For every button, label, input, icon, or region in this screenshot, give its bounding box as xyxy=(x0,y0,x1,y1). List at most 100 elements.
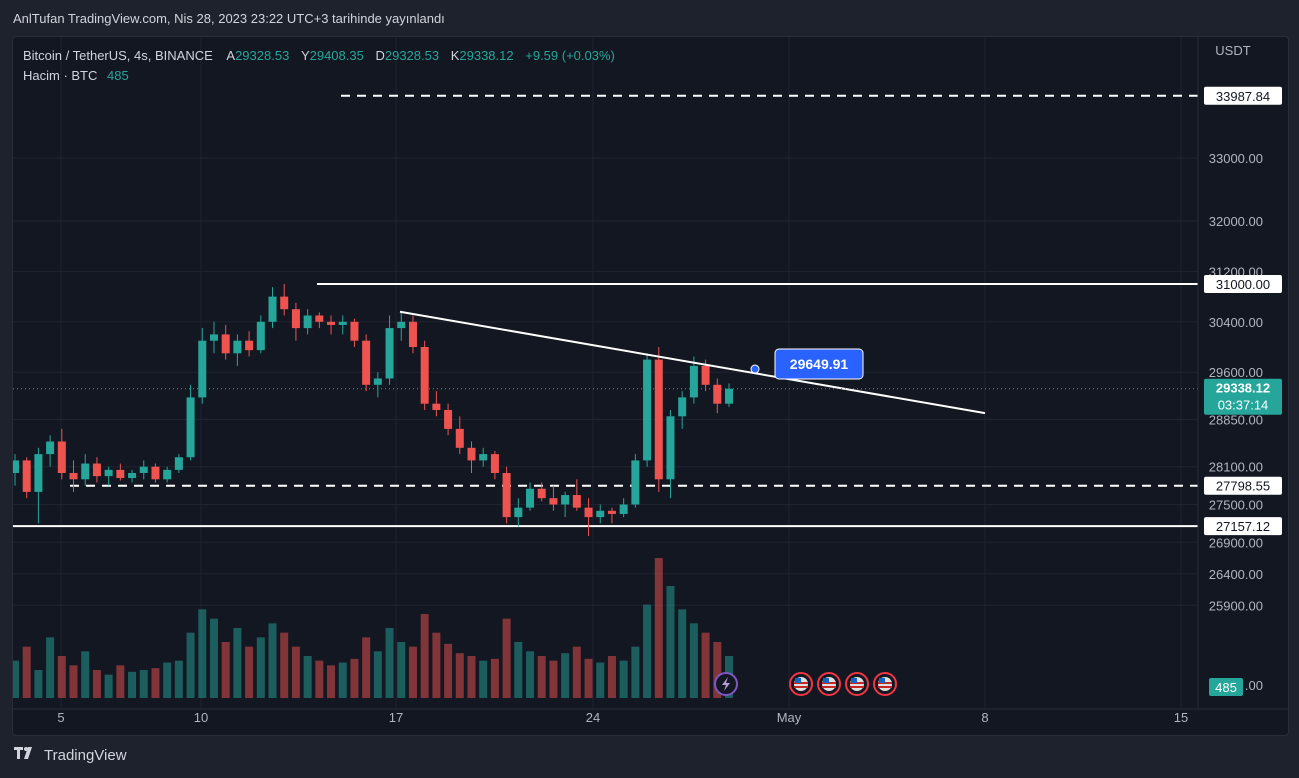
level-badge-text: 27798.55 xyxy=(1216,479,1270,494)
countdown-text: 03:37:14 xyxy=(1218,398,1269,413)
candle-body xyxy=(221,334,230,354)
volume-bar xyxy=(584,658,593,698)
level-badge-box xyxy=(1204,517,1282,536)
volume-bar xyxy=(397,642,406,698)
candle-body xyxy=(303,315,312,329)
candle-body xyxy=(619,504,628,514)
y-tick-label: 25900.00 xyxy=(1209,598,1263,613)
y-tick-label: 26900.00 xyxy=(1209,535,1263,550)
event-icon-canton xyxy=(823,678,829,683)
y-tick-label: 32000.00 xyxy=(1209,214,1263,229)
candle-body xyxy=(116,469,125,479)
volume-bar xyxy=(34,670,43,698)
volume-bar xyxy=(596,662,605,698)
volume-bar xyxy=(654,558,663,698)
legend-change: +9.59 (+0.03%) xyxy=(525,48,615,63)
candle-body xyxy=(666,416,675,480)
candle-body xyxy=(327,321,336,325)
volume-bar xyxy=(619,660,628,698)
candle-body xyxy=(104,469,113,477)
candle-body xyxy=(350,321,359,341)
candle-body xyxy=(163,469,172,480)
candle-body xyxy=(490,454,499,473)
candle-body xyxy=(397,321,406,329)
event-icon-canton xyxy=(851,678,857,683)
candle-body xyxy=(643,359,652,461)
volume-bar xyxy=(607,656,616,698)
candle-body xyxy=(57,441,66,473)
legend-high-label: Y xyxy=(300,48,310,63)
volume-bar xyxy=(713,642,722,698)
candle-body xyxy=(151,466,160,480)
legend-close-label: K xyxy=(450,48,460,63)
candle-body xyxy=(502,473,511,518)
legend-symbol[interactable]: Bitcoin / TetherUS, 4s, BINANCE xyxy=(23,48,213,63)
volume-bar xyxy=(69,665,78,698)
volume-bar xyxy=(444,643,453,698)
volume-bar xyxy=(701,632,710,698)
candle-body xyxy=(526,488,535,508)
volume-bar xyxy=(479,660,488,698)
candle-body xyxy=(245,340,254,351)
event-icon-glyph xyxy=(722,677,730,691)
flag-event-icon xyxy=(789,672,813,696)
candle-body xyxy=(174,457,183,470)
volume-bar xyxy=(245,646,254,698)
chart-legend: Bitcoin / TetherUS, 4s, BINANCE A29328.5… xyxy=(23,46,615,86)
candle-body xyxy=(198,340,207,398)
volume-bar xyxy=(678,609,687,698)
volume-bar xyxy=(502,618,511,698)
level-badge-text: 27157.12 xyxy=(1216,519,1270,534)
volume-bar xyxy=(174,660,183,698)
legend-ohlc-row: Bitcoin / TetherUS, 4s, BINANCE A29328.5… xyxy=(23,46,615,66)
trendline-price-label: 29649.91 xyxy=(774,348,864,380)
event-icon-stripe xyxy=(794,686,808,688)
event-icon-canton xyxy=(795,678,801,683)
legend-open-value: 29328.53 xyxy=(235,48,290,63)
volume-bar xyxy=(13,660,19,698)
candle-body xyxy=(338,321,347,325)
volume-bar xyxy=(362,637,371,698)
volume-bar xyxy=(128,671,137,698)
legend-volume-row: Hacim · BTC 485 xyxy=(23,66,615,86)
flag-event-icon xyxy=(845,672,869,696)
candle-body xyxy=(514,507,523,518)
volume-bar xyxy=(572,646,581,698)
candle-body xyxy=(280,296,289,310)
volume-bar xyxy=(221,642,230,698)
volume-bar xyxy=(233,628,242,698)
level-badge-text: 31000.00 xyxy=(1216,277,1270,292)
volume-bar xyxy=(350,658,359,698)
volume-bar xyxy=(186,632,195,698)
volume-bar xyxy=(537,656,546,698)
flag-event-icon xyxy=(817,672,841,696)
legend-volume-label[interactable]: Hacim · BTC xyxy=(23,68,98,83)
volume-bar xyxy=(327,665,336,698)
y-tick-label: 27500.00 xyxy=(1209,498,1263,513)
candle-body xyxy=(315,315,324,322)
candle-body xyxy=(596,510,605,518)
candle-body xyxy=(725,388,733,404)
candle-body xyxy=(128,473,137,479)
chart-panel[interactable]: 29649.91 USDT 33000.00 32000.00 31200.00 3040… xyxy=(12,36,1289,736)
candle-body xyxy=(186,397,195,458)
legend-high-value: 29408.35 xyxy=(309,48,364,63)
candle-body xyxy=(432,403,441,410)
tradingview-logo-icon xyxy=(14,746,38,765)
event-icon-canton xyxy=(879,678,885,683)
legend-open-label: A xyxy=(226,48,236,63)
candle-body xyxy=(268,296,277,322)
price-chart[interactable]: 29649.91USDT33000.0032000.0031200.003040… xyxy=(13,37,1288,735)
level-badge-box xyxy=(1204,275,1282,293)
volume-bar xyxy=(666,586,675,698)
event-icon-stripe xyxy=(878,686,892,688)
candle-body xyxy=(549,498,558,505)
lightning-event-icon xyxy=(714,672,738,696)
y-tick-label: .00 xyxy=(1245,678,1263,693)
x-tick-label: 15 xyxy=(1174,710,1188,725)
volume-bar xyxy=(303,656,312,698)
candle-body xyxy=(654,359,663,480)
level-price-badge: 31000.00 xyxy=(1204,275,1282,293)
x-tick-label: 10 xyxy=(194,710,208,725)
volume-bar xyxy=(268,623,277,698)
